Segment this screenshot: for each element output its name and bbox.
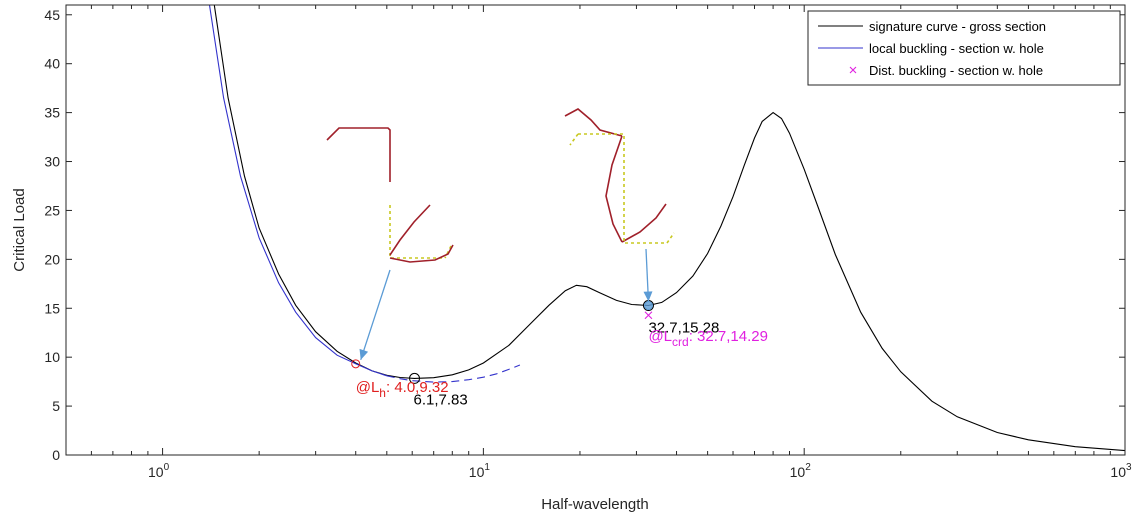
local-mode-shape-original bbox=[326, 127, 391, 182]
series-local-buckling-dashed bbox=[386, 364, 521, 383]
y-tick-label: 30 bbox=[44, 154, 60, 170]
x-tick-label: 103 bbox=[1110, 462, 1132, 480]
dist-mode-arrow-head bbox=[643, 291, 653, 302]
min-local-marker bbox=[409, 372, 421, 384]
dist-mode-shape-web bbox=[605, 135, 623, 243]
y-axis-label: Critical Load bbox=[11, 188, 28, 271]
local-hole-marker bbox=[351, 359, 361, 369]
series-local-buckling-line bbox=[208, 5, 387, 377]
y-tick-label: 15 bbox=[44, 300, 60, 316]
x-axis-label: Half-wavelength bbox=[541, 496, 649, 513]
legend-marker-dist bbox=[849, 66, 857, 74]
dist-mode-shape-ref-lip bbox=[569, 133, 579, 146]
local-mode-shape-ref-lip bbox=[444, 245, 452, 259]
min-local-label: 6.1,7.83 bbox=[414, 391, 468, 408]
y-tick-label: 25 bbox=[44, 202, 60, 218]
legend-label-2: Dist. buckling - section w. hole bbox=[869, 63, 1043, 78]
y-tick-label: 35 bbox=[44, 105, 60, 121]
plot-frame bbox=[65, 4, 1126, 456]
local-mode-shape-flange bbox=[389, 244, 454, 263]
local-hole-label: @Lh: 4.0,9.32 bbox=[356, 379, 449, 400]
x-tick-label: 100 bbox=[148, 462, 170, 480]
y-tick-label: 40 bbox=[44, 56, 60, 72]
y-tick-label: 5 bbox=[52, 398, 60, 414]
dist-mode-shape-flange bbox=[621, 203, 667, 243]
x-tick-label: 101 bbox=[469, 462, 491, 480]
dist-hole-label: @Lcrd: 32.7,14.29 bbox=[648, 328, 767, 349]
legend-label-1: local buckling - section w. hole bbox=[869, 41, 1044, 56]
min-dist-label: 32.7,15.28 bbox=[648, 320, 719, 337]
dist-mode-shape-reference bbox=[578, 133, 675, 244]
x-tick-label: 102 bbox=[790, 462, 812, 480]
dist-hole-marker bbox=[643, 301, 653, 311]
y-tick-label: 20 bbox=[44, 251, 60, 267]
y-tick-label: 10 bbox=[44, 349, 60, 365]
y-tick-label: 45 bbox=[44, 7, 60, 23]
local-mode-arrow bbox=[360, 269, 391, 361]
legend-label-0: signature curve - gross section bbox=[869, 19, 1046, 34]
local-mode-shape-web bbox=[389, 204, 431, 256]
y-tick-label: 0 bbox=[52, 447, 60, 463]
local-mode-arrow-head bbox=[359, 348, 369, 360]
dist-mode-shape-top bbox=[564, 108, 623, 137]
series-dist-buckling-marker bbox=[644, 311, 653, 320]
